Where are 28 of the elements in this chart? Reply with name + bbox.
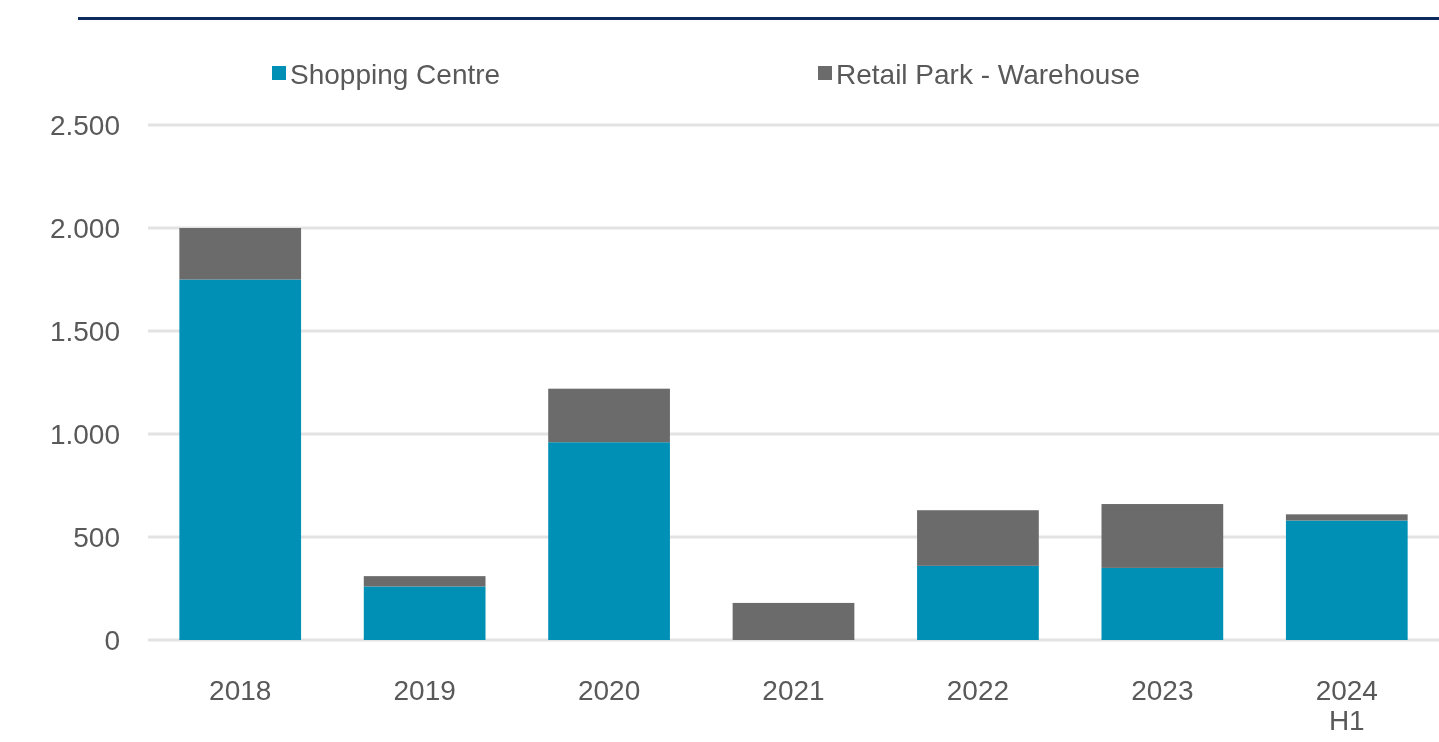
bar — [179, 228, 302, 280]
y-tick-label: 1.000 — [49, 418, 120, 450]
bar — [363, 586, 486, 640]
bar — [179, 279, 302, 640]
bar — [1285, 514, 1408, 521]
bar — [548, 388, 670, 443]
bar — [917, 565, 1039, 640]
bar — [732, 602, 855, 640]
bar — [1101, 504, 1224, 568]
bar — [1285, 520, 1408, 640]
y-tick-label: 1.500 — [49, 315, 120, 347]
x-tick-label: 2023 — [1131, 675, 1194, 706]
bar — [917, 510, 1039, 566]
bar — [548, 442, 670, 640]
x-tick-label: 2021 — [762, 675, 825, 706]
y-tick-label: 500 — [73, 521, 120, 553]
y-tick-label: 2.000 — [49, 212, 120, 244]
legend-label: Shopping Centre — [290, 58, 501, 90]
x-tick-label: 2020 — [577, 675, 641, 706]
x-tick-label: 2022 — [946, 675, 1010, 706]
x-tick-label: 2018 — [209, 675, 272, 706]
x-tick-label: 2019 — [393, 675, 456, 706]
bar — [1101, 567, 1224, 640]
bar — [363, 576, 486, 587]
y-tick-label: 0 — [104, 624, 120, 656]
y-tick-label: 2.500 — [49, 109, 120, 141]
x-tick-label: 2024 H1 — [1315, 675, 1378, 736]
legend-label: Retail Park - Warehouse — [836, 58, 1140, 90]
